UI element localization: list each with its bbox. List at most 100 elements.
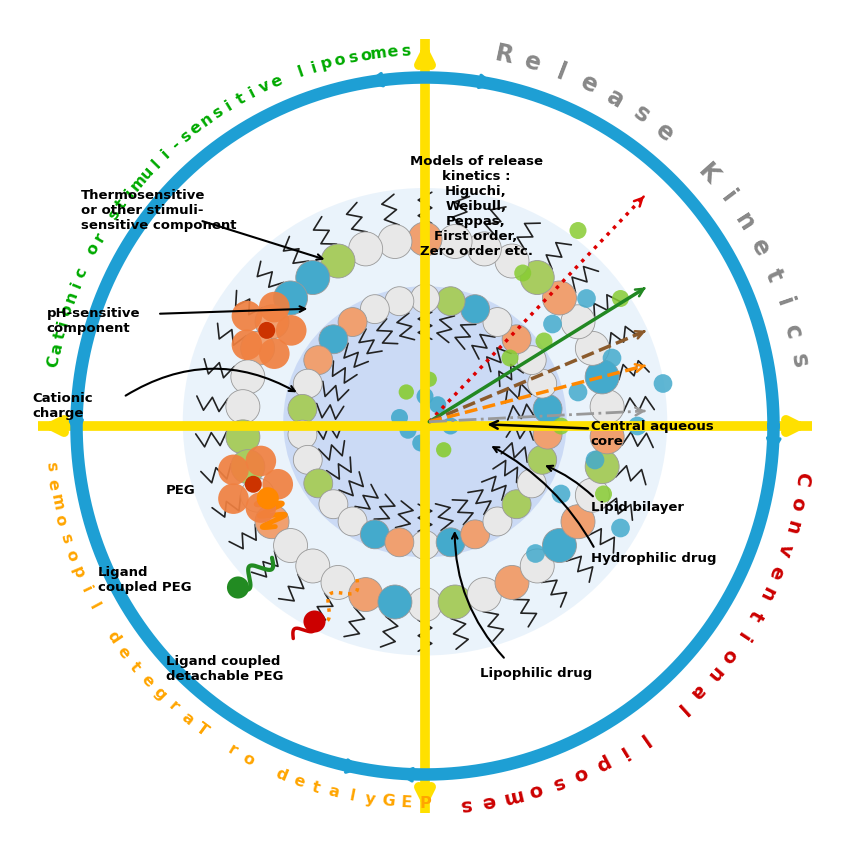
- Circle shape: [542, 281, 576, 316]
- Circle shape: [628, 417, 647, 436]
- Circle shape: [231, 361, 265, 394]
- Circle shape: [436, 287, 465, 316]
- Circle shape: [528, 370, 557, 398]
- Circle shape: [378, 225, 412, 259]
- Circle shape: [246, 493, 276, 523]
- Text: r: r: [165, 698, 181, 714]
- Text: d: d: [274, 765, 290, 783]
- Text: n: n: [63, 289, 81, 305]
- Text: R: R: [493, 42, 515, 69]
- Text: a: a: [327, 783, 341, 800]
- Text: m: m: [370, 45, 388, 62]
- Text: s: s: [42, 461, 59, 472]
- Text: t: t: [114, 196, 130, 212]
- Circle shape: [348, 233, 382, 267]
- Circle shape: [303, 611, 326, 633]
- Text: o: o: [570, 762, 590, 784]
- Text: Models of release
kinetics :
Higuchi,
Weibull,
Peppas,
First order,
Zero order e: Models of release kinetics : Higuchi, We…: [410, 154, 542, 258]
- Circle shape: [543, 316, 562, 334]
- Text: Ligand coupled
detachable PEG: Ligand coupled detachable PEG: [166, 654, 283, 682]
- Circle shape: [577, 290, 596, 309]
- Text: PEG: PEG: [166, 484, 196, 496]
- Text: m: m: [128, 171, 150, 194]
- Text: y: y: [364, 790, 377, 807]
- Circle shape: [575, 479, 609, 513]
- Circle shape: [226, 421, 260, 455]
- Circle shape: [338, 508, 367, 537]
- Circle shape: [502, 490, 531, 519]
- Circle shape: [495, 245, 529, 279]
- Text: s: s: [786, 351, 812, 369]
- Circle shape: [520, 549, 554, 583]
- Text: T: T: [193, 720, 211, 739]
- Circle shape: [438, 585, 472, 619]
- Text: a: a: [603, 84, 629, 113]
- Text: C: C: [46, 354, 63, 368]
- Circle shape: [348, 578, 382, 612]
- Circle shape: [483, 308, 512, 337]
- Circle shape: [303, 346, 332, 375]
- Circle shape: [408, 588, 442, 622]
- Text: n: n: [702, 662, 725, 685]
- Text: Lipid bilayer: Lipid bilayer: [591, 501, 683, 514]
- Text: o: o: [84, 241, 103, 257]
- Text: e: e: [45, 478, 61, 490]
- Text: a: a: [48, 341, 65, 355]
- Circle shape: [293, 370, 322, 398]
- Circle shape: [218, 455, 249, 485]
- Text: Lipophilic drug: Lipophilic drug: [480, 666, 592, 679]
- Text: C: C: [790, 471, 812, 488]
- Circle shape: [338, 308, 367, 337]
- Circle shape: [552, 418, 570, 435]
- Text: i: i: [615, 740, 631, 760]
- Text: t: t: [234, 90, 247, 107]
- Text: v: v: [257, 78, 272, 96]
- Text: l: l: [672, 699, 689, 717]
- Circle shape: [218, 484, 249, 514]
- Circle shape: [319, 490, 348, 519]
- Text: i: i: [716, 187, 740, 207]
- Text: e: e: [187, 119, 205, 137]
- Text: i: i: [223, 98, 235, 113]
- Text: c: c: [779, 322, 806, 341]
- Circle shape: [412, 435, 429, 452]
- Circle shape: [542, 529, 576, 563]
- Text: s: s: [400, 44, 411, 59]
- Text: e: e: [386, 44, 398, 60]
- Text: a: a: [178, 709, 196, 727]
- Text: o: o: [62, 548, 80, 563]
- Text: i: i: [55, 317, 71, 327]
- Circle shape: [561, 305, 595, 339]
- Text: s: s: [458, 794, 472, 814]
- Text: pH-sensitive
component: pH-sensitive component: [47, 306, 140, 334]
- Circle shape: [257, 488, 279, 510]
- Circle shape: [468, 233, 502, 267]
- Circle shape: [232, 301, 263, 332]
- Ellipse shape: [183, 189, 667, 656]
- Text: E: E: [400, 794, 412, 809]
- Circle shape: [411, 285, 439, 314]
- Text: l: l: [86, 600, 102, 612]
- Circle shape: [585, 361, 619, 394]
- Text: i: i: [771, 295, 796, 310]
- Circle shape: [288, 395, 317, 424]
- Text: i: i: [122, 186, 138, 200]
- Ellipse shape: [283, 287, 567, 558]
- Circle shape: [461, 295, 490, 324]
- Circle shape: [595, 486, 612, 503]
- Circle shape: [612, 291, 629, 308]
- Circle shape: [429, 397, 446, 414]
- Text: i: i: [309, 60, 319, 75]
- Text: l: l: [149, 156, 163, 171]
- Text: i: i: [69, 279, 84, 290]
- Text: l: l: [634, 728, 651, 747]
- Text: o: o: [240, 749, 257, 768]
- Text: n: n: [198, 111, 216, 130]
- Circle shape: [400, 422, 416, 439]
- Text: m: m: [500, 784, 524, 808]
- Text: e: e: [269, 73, 284, 90]
- Circle shape: [385, 287, 414, 316]
- Circle shape: [483, 508, 512, 537]
- Circle shape: [263, 469, 293, 500]
- Circle shape: [296, 261, 330, 295]
